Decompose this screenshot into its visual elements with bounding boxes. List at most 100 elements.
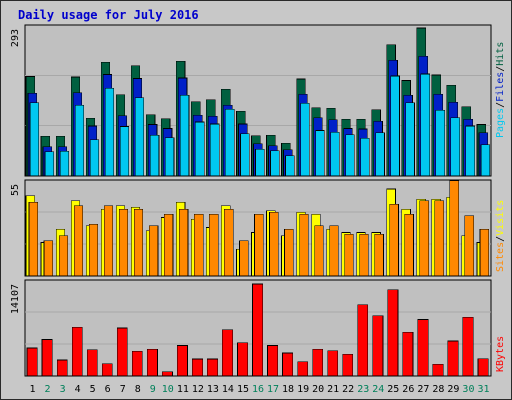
kbytes-legend-part: KBytes: [495, 336, 506, 372]
pages-bar: [180, 94, 190, 177]
visits-legend-part: Visits: [495, 200, 506, 236]
kbytes-bar: [116, 327, 128, 377]
pages-bar: [210, 123, 220, 177]
kbytes-bar: [417, 319, 429, 377]
sites-bar: [103, 205, 114, 277]
sites-bar: [179, 208, 189, 277]
sites-bar: [239, 240, 249, 277]
kbytes-bar: [282, 352, 294, 377]
kbytes-bar: [131, 351, 143, 377]
sites-bar: [133, 208, 144, 277]
kbytes-ymax-label: 14107: [10, 284, 21, 314]
sites-bar: [314, 225, 324, 277]
kbytes-bar: [447, 340, 459, 377]
pages-bar: [330, 131, 340, 177]
kbytes-bar: [372, 315, 384, 377]
day-label: 11: [177, 384, 189, 395]
day-label: 31: [477, 384, 489, 395]
sites-bar: [344, 233, 354, 277]
kbytes-bar: [477, 358, 489, 377]
sites-bar: [163, 213, 174, 277]
hits-legend-part: Pages: [495, 108, 506, 138]
day-label: 27: [417, 384, 429, 395]
pages-bar: [300, 102, 310, 177]
pages-bar: [134, 97, 145, 177]
day-label: 8: [135, 384, 141, 395]
hits-legend-part: /: [495, 102, 506, 108]
day-label: 6: [105, 384, 111, 395]
day-label: 17: [267, 384, 279, 395]
day-label: 22: [342, 384, 354, 395]
pages-bar: [104, 87, 115, 177]
sites-bar: [389, 203, 399, 277]
kbytes-bar: [86, 349, 98, 377]
pages-bar: [59, 150, 70, 177]
kbytes-bar: [387, 289, 399, 377]
pages-bar: [195, 121, 205, 177]
kbytes-bar: [207, 358, 218, 377]
kbytes-bar: [237, 342, 248, 377]
pages-bar: [420, 73, 430, 177]
sites-bar: [148, 225, 159, 277]
day-label: 15: [237, 384, 249, 395]
visits-legend-part: /: [495, 236, 506, 242]
day-label: 25: [387, 384, 399, 395]
kbytes-bar: [312, 348, 324, 377]
pages-bar: [225, 109, 235, 177]
kbytes-bar: [177, 345, 188, 377]
visits-ymax-label: 55: [10, 184, 21, 196]
day-label: 30: [462, 384, 474, 395]
sites-bar: [374, 233, 384, 277]
kbytes-bar: [41, 339, 53, 377]
sites-bar: [434, 200, 444, 277]
kbytes-bar: [56, 359, 68, 377]
pages-bar: [44, 151, 55, 177]
pages-bar: [29, 102, 40, 177]
sites-bar: [449, 180, 459, 277]
sites-bar: [28, 202, 39, 277]
day-label: 12: [192, 384, 204, 395]
hits-legend-part: /: [495, 66, 506, 72]
pages-bar: [435, 110, 445, 177]
day-label: 28: [432, 384, 444, 395]
day-label: 4: [75, 384, 81, 395]
day-label: 24: [372, 384, 384, 395]
pages-bar: [360, 137, 370, 177]
pages-bar: [450, 117, 460, 177]
pages-bar: [405, 102, 415, 177]
kbytes-bar: [342, 353, 354, 377]
kbytes-bar: [432, 363, 444, 377]
day-label: 1: [30, 384, 36, 395]
kbytes-bar: [71, 327, 83, 377]
sites-bar: [254, 213, 264, 277]
sites-bar: [359, 233, 369, 277]
day-label: 21: [327, 384, 339, 395]
sites-bar: [58, 235, 69, 277]
kbytes-bar: [267, 345, 279, 377]
day-label: 29: [447, 384, 459, 395]
day-label: 3: [60, 384, 66, 395]
sites-bar: [329, 225, 339, 277]
kbytes-bar: [462, 317, 474, 377]
hits-legend: Pages/Files/Hits: [495, 42, 506, 138]
kbytes-bar: [252, 283, 264, 377]
day-label: 26: [402, 384, 414, 395]
pages-bar: [315, 130, 325, 177]
kbytes-bar: [297, 361, 309, 377]
pages-bar: [240, 133, 250, 177]
hits-legend-part: Files: [495, 72, 506, 102]
sites-bar: [43, 240, 54, 277]
kbytes-bar: [161, 371, 173, 377]
pages-bar: [74, 104, 85, 177]
sites-bar: [269, 212, 279, 277]
visits-legend: Sites/Visits: [495, 200, 506, 272]
pages-bar: [390, 75, 400, 177]
sites-bar: [404, 213, 414, 277]
kbytes-bar: [101, 363, 113, 377]
pages-bar: [465, 125, 475, 177]
sites-bar: [419, 200, 429, 277]
kbytes-bar: [192, 358, 203, 377]
pages-bar: [480, 144, 490, 177]
sites-bar: [73, 205, 84, 277]
